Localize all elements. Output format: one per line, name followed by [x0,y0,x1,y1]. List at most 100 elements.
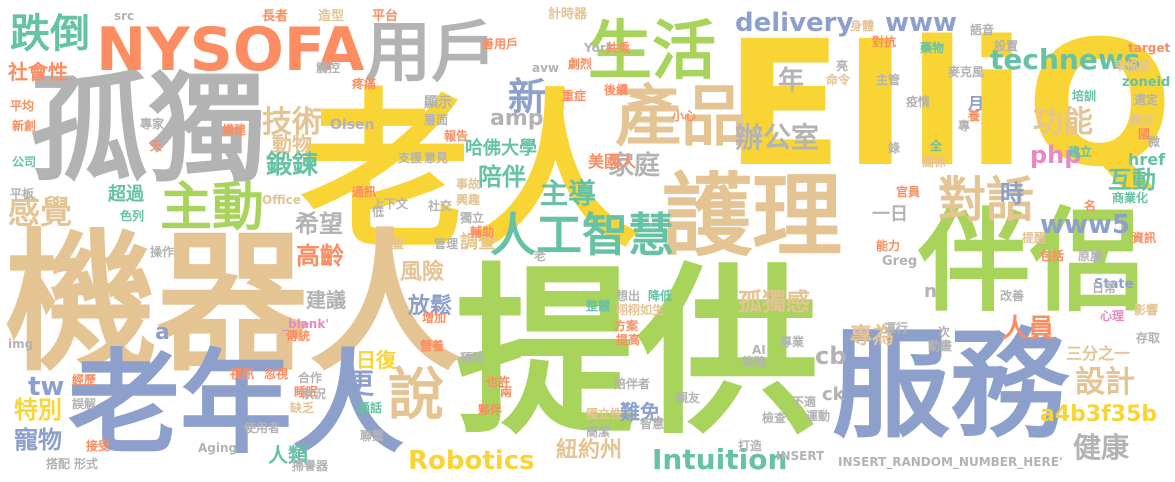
word-renyuan: 人員 [1002,314,1055,344]
word-zhuangkuang: 狀況 [302,387,327,401]
word-jieshou: 接受 [86,439,111,453]
word-tixing: 提醒 [1022,231,1047,245]
word-yexu: 也許 [486,375,511,389]
word-dongwu: 動物 [272,132,312,156]
word-baokuo: 包括 [1040,249,1065,263]
word-huli: 護理 [662,164,842,269]
word-guo: 國 [1138,127,1151,141]
word-cunqu: 存取 [1136,331,1161,345]
word-fuwu: 服務 [832,316,1069,454]
word-yonghu: 用戶 [365,14,497,91]
word-richang: 日常 [1092,281,1117,295]
word-banlv: 伴侶 [918,197,1142,327]
word-blank: _blank' [282,317,329,331]
word-shuimian: 睡眠 [294,385,319,399]
word-duli: 獨立 [460,211,485,225]
word-jishiqi: 計時器 [548,7,588,22]
word-zhudao: 主導 [540,177,597,210]
word-pingtai: 平台 [372,9,399,24]
word-technews: technews [990,43,1141,76]
word-tigong: 提供 [455,247,819,459]
word-gudu: 孤獨 [30,60,267,198]
word-cengmian: 層面 [424,113,449,127]
word-tengtong: 疼痛 [352,77,377,91]
word-quan: 全 [930,139,943,153]
word-rifu: 日復 [356,348,396,372]
word-zixun: 資訊 [1132,231,1157,245]
word-yiri: 一日 [872,204,908,225]
word-celue: 策略 [742,355,767,369]
word-gongsi: 公司 [12,155,37,169]
word-a: a [155,320,170,345]
word-tigao: 提高 [616,333,641,347]
word-delivery: delivery [735,8,854,38]
word-duikang: 對抗 [872,35,897,49]
word-xianshi: 顯示 [424,95,452,111]
word-shenti: 身體 [850,19,875,33]
word-dapei: 搭配 [46,457,71,471]
word-lu: 錄 [888,141,901,155]
word-xingqu: 興趣 [456,193,481,207]
word-baogao: 報告 [444,129,469,143]
word-www5: www5 [1040,210,1131,240]
word-guduganm: 孤獨感 [738,288,810,316]
word-zhengti: 整體 [586,299,611,313]
word-wei: 微 [1148,135,1161,149]
word-jiqiren: 機器人 [5,215,461,392]
word-zaoxing: 造型 [318,9,345,24]
word-yuanwu: 原屋 [1078,249,1103,263]
word-ci: 次 [938,325,951,339]
word-jianyi: 建議 [306,288,346,312]
word-jiankang: 健康 [1073,431,1130,464]
word-greg: Greg [882,254,918,269]
word-yue: 月 [968,94,985,113]
word-huoban: 夥伴 [478,403,503,417]
word-niuyuezhou: 紐約州 [556,438,623,463]
word-zhuguan: 主管 [876,73,901,87]
word-tonghua: 通話 [358,401,383,415]
word-chongwu: 寵物 [14,426,62,454]
word-shiyongzhe: 使用者 [244,421,281,435]
word-ming: 名 [1084,199,1097,213]
word-cb: cb [815,342,847,370]
word-bushi: 不適 [792,395,817,409]
word-liang2: 亮 [836,59,849,73]
word-gongcheng: 共乘 [606,41,631,55]
word-office: Office [262,193,301,207]
word-elliq: EIliQ [725,3,1174,205]
word-zhihui: 智慧 [640,417,665,431]
word-jiancha: 檢查 [762,411,787,425]
word-tebie: 特別 [14,396,62,424]
word-zhongzheng: 重症 [562,89,587,103]
word-quefa: 缺乏 [290,401,315,415]
word-nysofa: NYSOFA [96,15,365,85]
word-tian: 天 [150,139,163,153]
word-renlei: 人類 [268,443,308,467]
word-xin: 新 [508,75,547,119]
word-xingshi: 形式 [74,457,99,471]
word-nanmian: 難免 [620,400,660,424]
word-img: img [8,337,34,351]
word-gongneng: 功能 [1033,105,1093,140]
word-houxu: 後續 [604,83,629,97]
word-duihua: 對話 [938,172,1035,228]
word-lao: 老 [534,249,547,263]
word-a4b3f35b: a4b3f35b [1040,402,1158,427]
word-shangxiawen: 上下文 [372,197,409,211]
word-guanxi: 關係 [922,155,947,169]
word-robotics: Robotics [408,446,535,476]
word-zhuanjia: 專家 [140,117,165,131]
word-fangan: 方案 [614,319,639,333]
word-shixun: 視訊 [230,367,255,381]
word-jiating: 家庭 [608,151,661,181]
word-chanpin: 產品 [615,78,747,155]
word-ck: ck [822,384,845,405]
word-hushi: 忽視 [264,367,289,381]
word-guanyuan: 官員 [896,185,921,199]
word-zhangzhe: 長者 [262,9,289,24]
word-gaishan: 改善 [1000,289,1025,303]
word-hudong: 互動 [1108,166,1156,194]
word-nian: 年 [778,66,805,96]
word-shigu: 事故 [456,177,481,191]
word-nengli: 能力 [876,239,901,253]
